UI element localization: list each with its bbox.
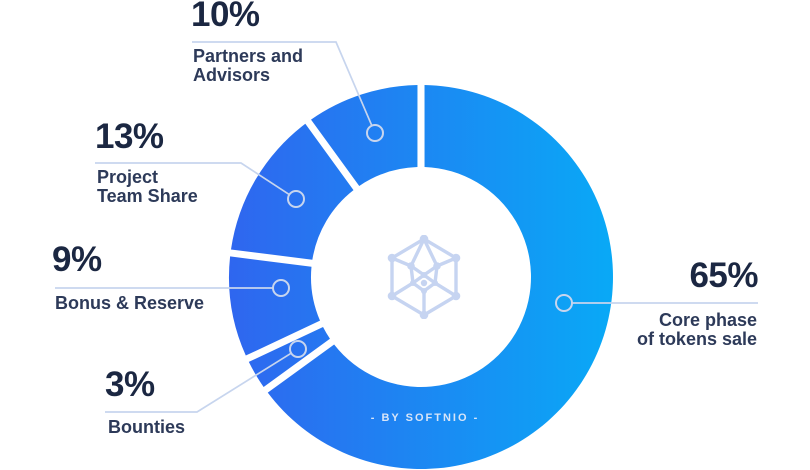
label-project-team-share: Project Team Share xyxy=(97,167,198,206)
callout-line-bounties xyxy=(105,352,292,413)
percent-bonus-reserve: 9% xyxy=(52,240,102,279)
callout-dot-bounties xyxy=(289,340,307,358)
callout-dot-project-team-share xyxy=(287,190,305,208)
donut-slice-bonus-reserve xyxy=(228,256,321,356)
hexagon-network-icon xyxy=(387,235,461,319)
callout-dot-partners-and-advisors xyxy=(366,124,384,142)
callout-line-project-team-share xyxy=(95,162,290,196)
callout-lines xyxy=(55,41,758,413)
percent-bounties: 3% xyxy=(105,365,155,404)
label-core-phase: Core phase of tokens sale xyxy=(636,310,757,349)
callout-dot-bonus-reserve xyxy=(272,279,290,297)
label-bonus-reserve: Bonus & Reserve xyxy=(55,293,205,313)
percent-project-team-share: 13% xyxy=(95,117,164,156)
branding-caption: - BY SOFTNIO - xyxy=(370,412,480,424)
percent-core-phase: 65% xyxy=(689,256,758,295)
callout-dot-core-phase xyxy=(555,294,573,312)
label-partners-and-advisors: Partners and Advisors xyxy=(193,46,304,85)
donut-slice-bounties xyxy=(248,327,330,387)
callout-line-partners-and-advisors xyxy=(192,41,373,126)
percent-partners-and-advisors: 10% xyxy=(191,0,260,34)
label-bounties: Bounties xyxy=(108,417,186,437)
donut-slices xyxy=(228,85,613,469)
donut-slice-partners-and-advisors xyxy=(311,85,418,186)
donut-slice-core-phase-of-tokens-sale xyxy=(267,85,613,469)
